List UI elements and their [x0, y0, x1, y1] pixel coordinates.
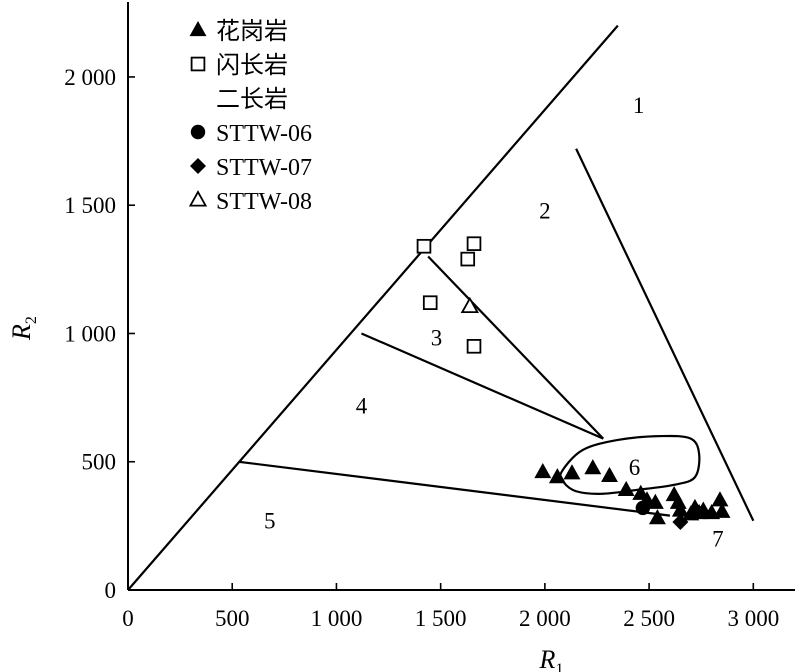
x-axis-title-main: R — [539, 645, 556, 672]
legend-label: 花岗岩 — [216, 18, 288, 45]
legend-label: STTW-07 — [216, 155, 312, 181]
data-point — [416, 238, 432, 254]
axes — [127, 2, 795, 591]
x-tick-label: 3 000 — [727, 606, 779, 631]
region-label-5: 5 — [264, 509, 276, 534]
tick-labels: 0 500 1 000 1 500 2 000 2 500 3 000 0 500 1 000 1 … — [64, 65, 779, 631]
region-labels: 1 2 3 4 5 6 7 — [264, 93, 724, 552]
y-tick-label: 0 — [105, 578, 117, 603]
legend-label: 闪长岩 — [216, 52, 288, 79]
x-axis-title-sub: 1 — [555, 661, 563, 672]
region-label-1: 1 — [633, 93, 645, 118]
legend-entry: 花岗岩 — [189, 18, 288, 45]
boundary-lines — [127, 24, 755, 591]
data-point — [648, 509, 666, 525]
data-point — [548, 468, 566, 484]
data-point — [466, 339, 482, 354]
y-tick-label: 2 000 — [64, 65, 116, 90]
legend-entry: 闪长岩 — [190, 52, 288, 79]
boundary-line-2-3 — [427, 255, 605, 440]
data-point — [460, 296, 479, 314]
y-tick-label: 1 500 — [64, 193, 116, 218]
x-tick-label: 2 000 — [519, 606, 571, 631]
data-point — [534, 462, 552, 479]
legend-marker — [190, 56, 206, 72]
y-axis-title-sub: 2 — [23, 316, 40, 324]
region-label-3: 3 — [431, 325, 443, 350]
data-point — [713, 502, 731, 518]
legend-label: STTW-08 — [216, 189, 312, 215]
x-tick-label: 500 — [215, 606, 250, 631]
legend-entry: STTW-07 — [190, 155, 312, 181]
data-point — [584, 459, 602, 475]
data-point — [460, 251, 476, 267]
series-STTW-07 — [672, 514, 689, 531]
region-label-4: 4 — [356, 393, 368, 418]
legend-marker — [189, 20, 207, 37]
y-axis-title-main: R — [7, 324, 36, 341]
series-闪长岩 — [416, 236, 482, 354]
legend-marker — [190, 124, 206, 140]
boundary-line-1-2 — [575, 148, 755, 522]
x-axis-title: R1 — [539, 645, 564, 672]
region-label-7: 7 — [712, 527, 724, 552]
data-point — [617, 480, 635, 497]
data-points — [416, 236, 731, 531]
legend-marker — [188, 190, 208, 207]
legend-entry: STTW-08 — [188, 189, 312, 215]
field-6-outline — [559, 434, 701, 495]
data-point — [466, 236, 482, 251]
legend-marker — [190, 158, 206, 174]
series-STTW-08 — [460, 296, 479, 314]
boundary-line-4-5 — [238, 460, 671, 517]
legend-entry: 二长岩 — [216, 86, 288, 113]
x-tick-label: 1 000 — [311, 606, 363, 631]
legend-label: STTW-06 — [216, 121, 312, 147]
data-point — [711, 491, 729, 507]
legend-label: 二长岩 — [216, 86, 288, 113]
region-label-2: 2 — [539, 198, 551, 223]
y-axis-title: R2 — [7, 316, 40, 341]
x-tick-label: 1 500 — [415, 606, 467, 631]
legend-entry: STTW-06 — [190, 121, 312, 147]
boundary-diagonal — [127, 24, 619, 591]
data-point — [422, 295, 438, 310]
x-tick-label: 2 500 — [623, 606, 675, 631]
data-point — [635, 500, 651, 516]
series-花岗岩 — [534, 459, 731, 525]
series-STTW-06 — [635, 500, 651, 516]
data-point — [601, 466, 618, 482]
data-point — [563, 464, 581, 480]
data-point — [672, 514, 689, 531]
boundary-line-3-4 — [361, 332, 604, 440]
y-tick-label: 1 000 — [64, 321, 116, 346]
data-point — [646, 493, 664, 509]
region-label-6: 6 — [629, 455, 641, 480]
y-tick-label: 500 — [82, 450, 117, 475]
x-tick-label: 0 — [122, 606, 134, 631]
